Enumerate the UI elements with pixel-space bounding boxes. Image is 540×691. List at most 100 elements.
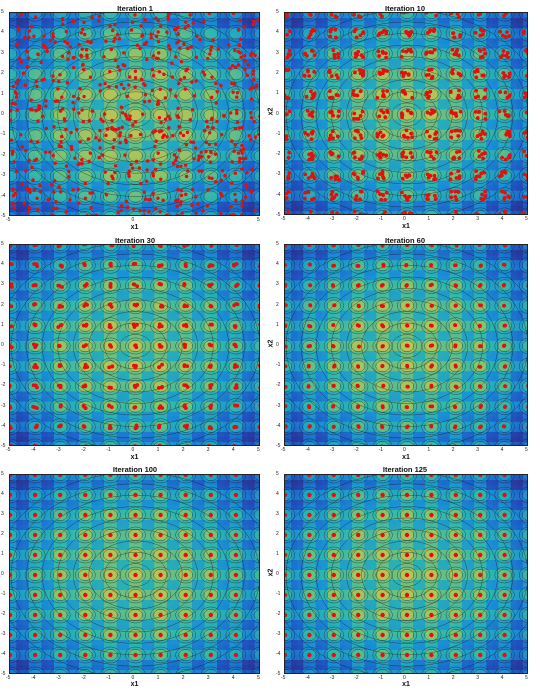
data-point <box>454 209 458 214</box>
data-point <box>192 94 197 98</box>
y-tick-label: -2 <box>1 611 6 617</box>
data-point <box>425 193 430 198</box>
data-point <box>60 95 64 99</box>
data-point <box>380 592 385 598</box>
data-point <box>108 261 113 266</box>
data-point <box>473 109 478 114</box>
data-point <box>406 135 410 140</box>
data-point <box>27 206 32 210</box>
data-point <box>60 285 64 289</box>
data-point <box>309 89 313 94</box>
panel-iteration-100: Iteration 100 x1 -5 -4 -3 -2 -1 0 1 2 3 4 5 -5 -4 -3-… <box>0 465 270 691</box>
data-point <box>240 212 244 215</box>
y-tick-label: -1 <box>276 362 281 369</box>
data-point <box>19 133 23 137</box>
data-point <box>480 152 485 157</box>
x-tick-label: -1 <box>106 675 111 681</box>
x-axis-label: x1 <box>402 454 410 461</box>
data-point <box>110 118 114 123</box>
x-tick-label: 2 <box>181 447 185 453</box>
data-point <box>503 73 508 78</box>
data-point <box>505 131 509 135</box>
data-point <box>108 325 113 330</box>
data-point <box>135 445 139 446</box>
data-point <box>380 572 385 578</box>
data-point <box>128 117 132 122</box>
data-point <box>10 345 14 350</box>
data-point <box>507 71 512 76</box>
data-point <box>248 87 252 91</box>
data-point <box>192 157 196 161</box>
data-point <box>128 114 132 118</box>
data-point <box>160 362 164 367</box>
data-point <box>63 39 67 44</box>
data-point <box>453 632 458 638</box>
data-point <box>234 302 238 306</box>
data-point <box>207 443 211 445</box>
data-point <box>89 206 93 210</box>
data-point <box>527 345 528 349</box>
data-point <box>180 211 184 215</box>
data-point <box>234 245 239 247</box>
data-point <box>154 34 159 39</box>
data-point <box>210 322 214 327</box>
data-point <box>456 169 461 173</box>
data-point <box>10 672 11 673</box>
data-point <box>430 672 433 673</box>
x-axis-label: x1 <box>130 454 139 461</box>
data-point <box>156 51 161 55</box>
data-point <box>258 554 259 556</box>
data-point <box>453 475 458 478</box>
data-point <box>500 33 505 38</box>
data-point <box>127 174 131 178</box>
data-point <box>35 196 39 200</box>
data-point <box>157 322 162 327</box>
data-point <box>67 51 71 55</box>
data-point <box>355 264 360 268</box>
data-point <box>429 364 434 369</box>
data-point <box>69 144 74 149</box>
data-point <box>238 18 242 23</box>
data-point <box>249 138 253 142</box>
data-point <box>243 54 247 58</box>
data-point <box>110 28 115 33</box>
data-point <box>332 364 336 369</box>
data-point <box>200 169 204 173</box>
data-point <box>428 173 433 178</box>
data-point <box>69 147 74 152</box>
data-point <box>308 324 313 329</box>
data-point <box>482 132 487 136</box>
data-point <box>428 150 433 155</box>
data-point <box>110 444 113 445</box>
data-point <box>143 197 148 201</box>
data-point <box>134 423 139 428</box>
data-point <box>249 53 253 57</box>
data-point <box>73 156 77 160</box>
data-point <box>57 185 61 189</box>
data-point <box>478 532 483 538</box>
data-point <box>503 210 508 214</box>
data-point <box>133 426 138 431</box>
data-point <box>527 325 528 329</box>
y-tick-label: -3 <box>1 631 6 637</box>
data-point <box>285 532 288 538</box>
data-point <box>310 110 315 115</box>
data-point <box>353 70 357 75</box>
data-point <box>379 283 384 288</box>
data-point <box>208 512 213 518</box>
data-point <box>58 190 63 194</box>
data-point <box>231 13 236 16</box>
data-point <box>407 30 412 35</box>
data-point <box>190 108 195 112</box>
y-tick-label: 2 <box>276 531 279 537</box>
data-point <box>209 282 214 287</box>
data-point <box>358 189 363 194</box>
data-point <box>156 196 160 200</box>
data-point <box>307 112 312 117</box>
data-point <box>145 159 150 163</box>
data-point <box>308 672 311 673</box>
data-point <box>90 16 94 20</box>
data-point <box>35 84 39 89</box>
data-point <box>331 572 336 578</box>
x-tick-label: -2 <box>81 447 86 453</box>
